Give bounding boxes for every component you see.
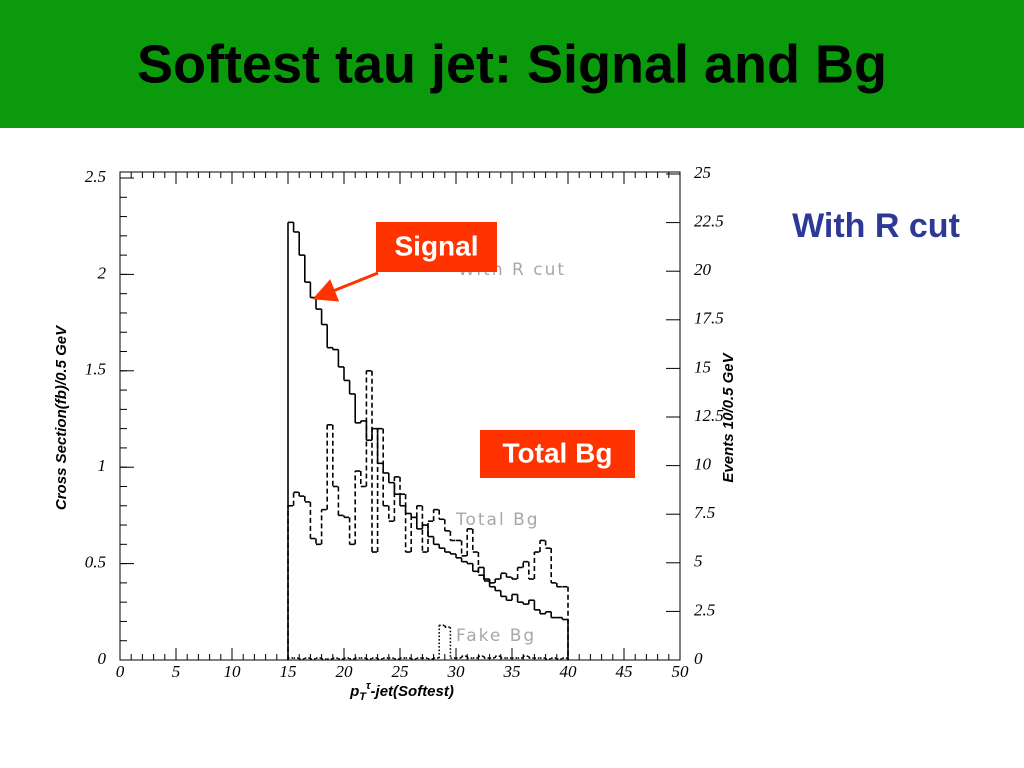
x-tick-label: 25 [392,662,409,681]
y-axis-label: Cross Section(fb)/0.5 GeV [53,324,70,510]
y2-tick-label: 12.5 [694,406,724,425]
x-tick-label: 15 [280,662,297,681]
annotation-box [376,222,497,272]
y-tick-label: 2.5 [85,167,106,186]
x-tick-label: 20 [336,662,354,681]
y-tick-label: 0.5 [85,553,106,572]
y2-tick-label: 2.5 [694,600,715,619]
curve-label: Fake Bg [456,626,536,646]
x-label-sup: τ [366,680,371,692]
histogram-series [287,624,569,660]
x-label-base: p [349,683,359,700]
x-label-rest: -jet(Softest) [371,683,454,700]
y2-tick-label: 0 [694,649,703,668]
header-band [0,0,1024,128]
y-tick-label: 0 [98,649,107,668]
annotation-text: Signal [394,230,478,261]
x-tick-label: 5 [172,662,181,681]
annotation-text: Total Bg [503,437,613,468]
y2-tick-label: 5 [694,552,703,571]
y2-tick-label: 7.5 [694,503,715,522]
annotation-box [480,430,635,478]
slide-title: Softest tau jet: Signal and Bg [137,34,887,94]
x-axis-label: pTτ-jet(Softest) [349,680,454,703]
y2-tick-label: 15 [694,357,711,376]
x-tick-label: 45 [616,662,633,681]
x-tick-label: 50 [672,662,690,681]
y2-tick-label: 10 [694,455,712,474]
x-tick-label: 40 [560,662,578,681]
y2-tick-label: 17.5 [694,309,724,328]
y2-tick-label: 25 [694,163,711,182]
y2-tick-label: 22.5 [694,212,724,231]
x-label-sub: T [359,691,367,703]
y-tick-label: 1 [98,456,107,475]
curve-label: Total Bg [455,510,540,530]
x-tick-label: 0 [116,662,125,681]
y-tick-label: 2 [98,263,107,282]
annotation-arrow [312,271,379,302]
side-note: With R cut [792,207,960,245]
y2-axis-label: Events 10/0.5 GeV [720,351,737,482]
histogram-series [287,369,569,660]
x-tick-label: 35 [503,662,521,681]
y-tick-label: 1.5 [85,360,106,379]
x-tick-label: 10 [224,662,242,681]
x-tick-label: 30 [447,662,466,681]
y2-tick-label: 20 [694,260,712,279]
